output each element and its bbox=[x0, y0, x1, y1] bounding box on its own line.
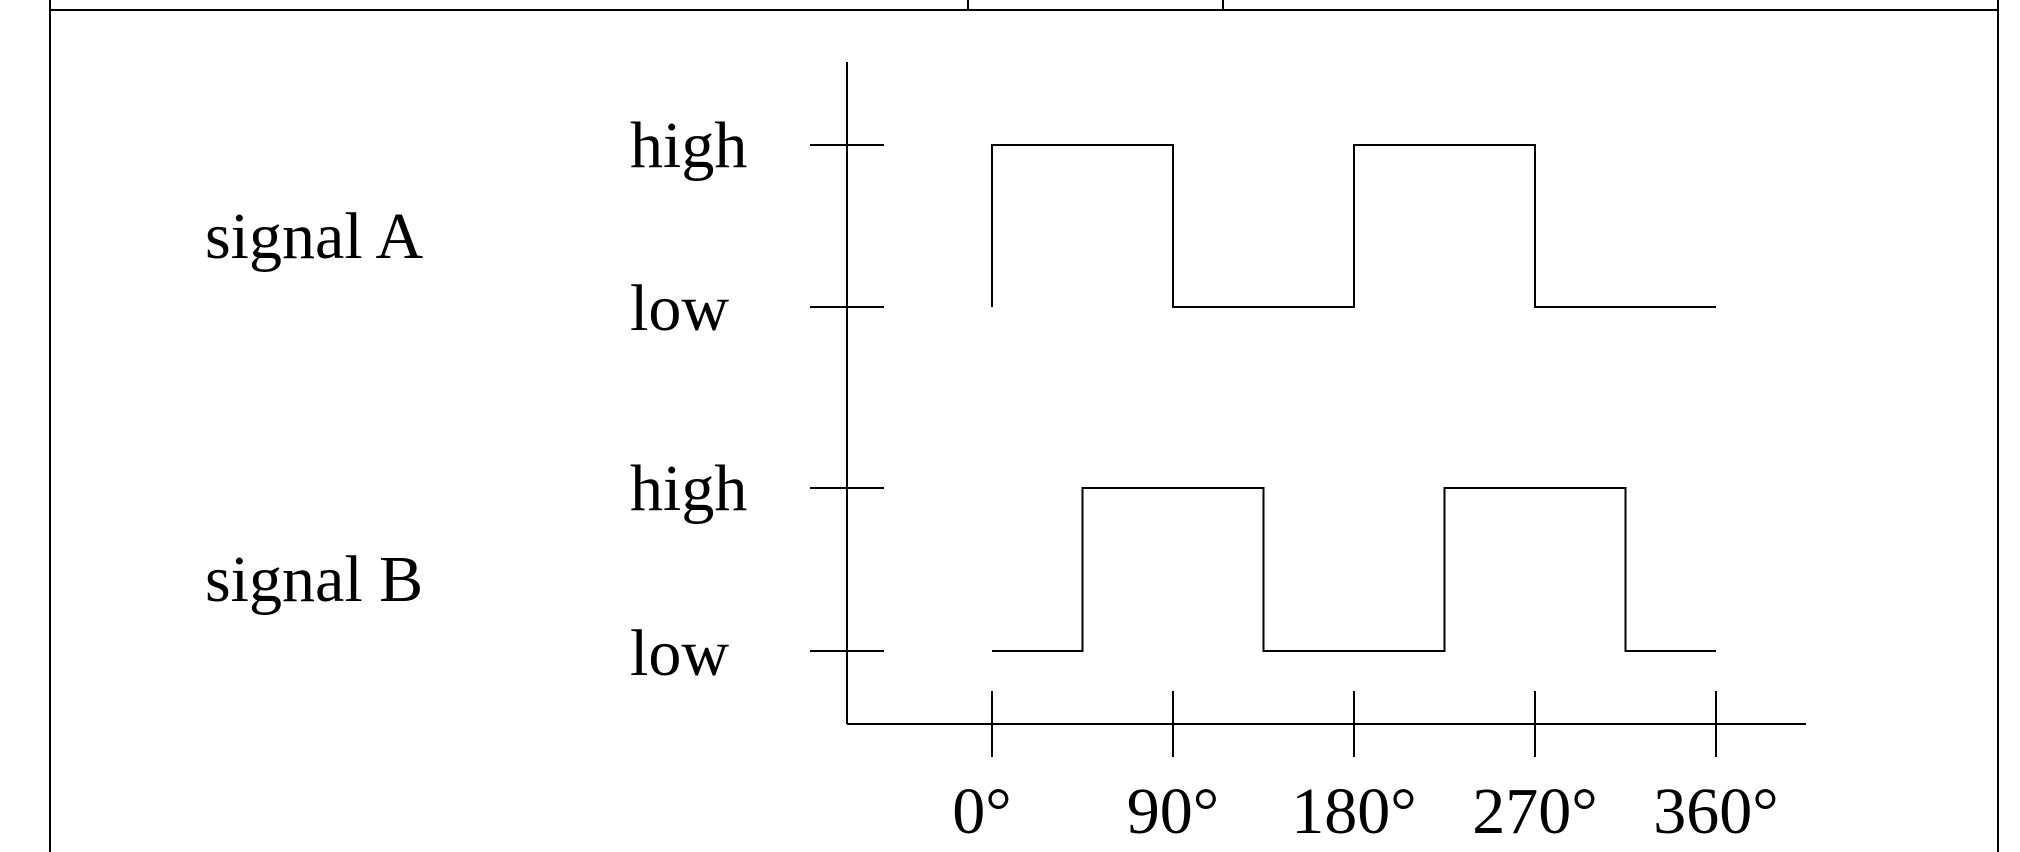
signal-b-high-label: high bbox=[630, 452, 747, 525]
x-tick-label-0: 0° bbox=[952, 775, 1011, 848]
signal-b-waveform bbox=[992, 487, 1716, 652]
x-tick-label-180: 180° bbox=[1291, 775, 1416, 848]
x-tick-label-270: 270° bbox=[1472, 775, 1597, 848]
signal-b-label: signal B bbox=[205, 543, 423, 616]
x-axis-ticks: 0° 90° 180° 270° 360° bbox=[952, 691, 1779, 848]
signal-a-label: signal A bbox=[205, 200, 424, 273]
signal-a-high-label: high bbox=[630, 109, 747, 182]
x-tick-label-360: 360° bbox=[1653, 775, 1778, 848]
signal-a-waveform bbox=[991, 144, 1716, 308]
x-tick-label-90: 90° bbox=[1127, 775, 1219, 848]
signal-a-low-label: low bbox=[630, 272, 729, 345]
signal-b-low-label: low bbox=[630, 617, 729, 690]
